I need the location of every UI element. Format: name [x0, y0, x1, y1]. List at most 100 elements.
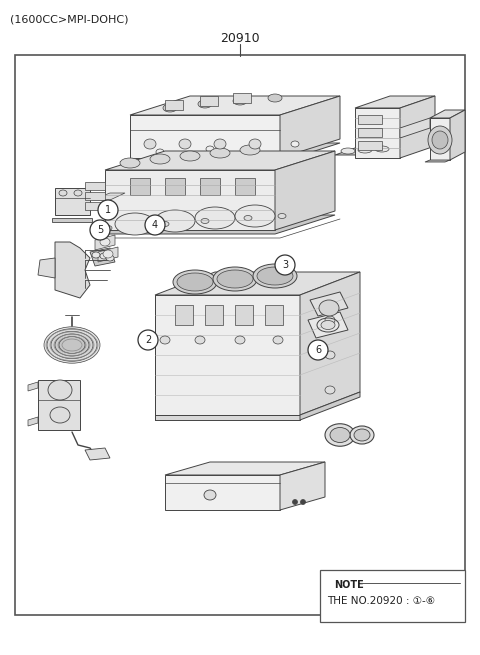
Ellipse shape: [330, 428, 350, 443]
Ellipse shape: [235, 336, 245, 344]
Polygon shape: [355, 96, 435, 108]
Ellipse shape: [195, 336, 205, 344]
Ellipse shape: [59, 190, 67, 196]
Text: 20910: 20910: [220, 31, 260, 45]
Polygon shape: [85, 192, 105, 200]
Polygon shape: [358, 115, 382, 124]
Polygon shape: [235, 178, 255, 195]
Polygon shape: [92, 193, 125, 200]
Ellipse shape: [177, 273, 213, 291]
Ellipse shape: [150, 154, 170, 164]
Polygon shape: [308, 312, 348, 338]
Polygon shape: [425, 160, 450, 162]
Polygon shape: [235, 305, 253, 325]
Ellipse shape: [350, 426, 374, 444]
Polygon shape: [85, 202, 105, 210]
Ellipse shape: [253, 264, 297, 288]
Ellipse shape: [92, 252, 100, 258]
Ellipse shape: [325, 316, 335, 324]
Circle shape: [98, 200, 118, 220]
Ellipse shape: [201, 219, 209, 223]
Text: THE NO.20920 : ①-⑥: THE NO.20920 : ①-⑥: [327, 596, 435, 606]
Text: 5: 5: [97, 225, 103, 235]
Polygon shape: [85, 448, 110, 460]
Polygon shape: [280, 96, 340, 158]
Ellipse shape: [160, 336, 170, 344]
Polygon shape: [52, 218, 92, 222]
Polygon shape: [95, 215, 335, 234]
Ellipse shape: [217, 270, 253, 288]
Ellipse shape: [179, 139, 191, 149]
Polygon shape: [300, 392, 360, 420]
Ellipse shape: [432, 131, 448, 149]
Ellipse shape: [198, 100, 212, 108]
Ellipse shape: [321, 320, 335, 329]
Ellipse shape: [249, 139, 261, 149]
Ellipse shape: [106, 255, 114, 261]
Text: (1600CC>MPI-DOHC): (1600CC>MPI-DOHC): [10, 14, 129, 24]
Polygon shape: [90, 248, 115, 266]
Ellipse shape: [278, 214, 286, 219]
Ellipse shape: [115, 213, 155, 235]
Ellipse shape: [161, 221, 169, 227]
Polygon shape: [275, 151, 335, 230]
Ellipse shape: [156, 149, 164, 155]
Ellipse shape: [300, 500, 305, 504]
Polygon shape: [300, 272, 360, 415]
Polygon shape: [175, 305, 193, 325]
Polygon shape: [310, 292, 348, 316]
Polygon shape: [165, 475, 280, 510]
Ellipse shape: [74, 190, 82, 196]
Circle shape: [90, 220, 110, 240]
Polygon shape: [85, 182, 105, 190]
Ellipse shape: [100, 253, 108, 259]
Polygon shape: [165, 178, 185, 195]
Ellipse shape: [291, 141, 299, 147]
Ellipse shape: [325, 351, 335, 359]
Ellipse shape: [325, 424, 355, 446]
Polygon shape: [155, 272, 360, 295]
Ellipse shape: [173, 270, 217, 294]
Ellipse shape: [375, 146, 389, 152]
Circle shape: [138, 330, 158, 350]
Polygon shape: [358, 141, 382, 150]
Polygon shape: [38, 380, 80, 430]
Polygon shape: [55, 188, 90, 215]
Polygon shape: [430, 110, 465, 118]
Polygon shape: [130, 115, 280, 158]
Ellipse shape: [47, 329, 97, 362]
Ellipse shape: [251, 143, 259, 149]
Ellipse shape: [44, 327, 100, 364]
Ellipse shape: [273, 336, 283, 344]
Polygon shape: [105, 170, 275, 230]
Ellipse shape: [103, 250, 113, 258]
Polygon shape: [165, 100, 183, 110]
Ellipse shape: [214, 139, 226, 149]
Text: 2: 2: [145, 335, 151, 345]
Ellipse shape: [319, 300, 339, 316]
Ellipse shape: [292, 500, 298, 504]
Ellipse shape: [104, 225, 112, 231]
Ellipse shape: [100, 238, 110, 246]
Polygon shape: [120, 143, 340, 162]
Polygon shape: [38, 258, 55, 278]
Polygon shape: [400, 118, 430, 138]
Ellipse shape: [210, 148, 230, 158]
Polygon shape: [205, 305, 223, 325]
Ellipse shape: [48, 380, 72, 400]
Polygon shape: [280, 462, 325, 510]
Bar: [320, 570, 465, 622]
Ellipse shape: [428, 126, 452, 154]
Bar: [15, 55, 465, 615]
Ellipse shape: [213, 267, 257, 291]
Ellipse shape: [50, 407, 70, 423]
Ellipse shape: [325, 386, 335, 394]
Polygon shape: [98, 247, 118, 262]
Circle shape: [308, 340, 328, 360]
Ellipse shape: [268, 94, 282, 102]
Ellipse shape: [51, 331, 93, 359]
Text: NOTE: NOTE: [334, 580, 364, 590]
Ellipse shape: [163, 104, 177, 112]
Polygon shape: [28, 417, 38, 426]
Polygon shape: [28, 382, 38, 391]
